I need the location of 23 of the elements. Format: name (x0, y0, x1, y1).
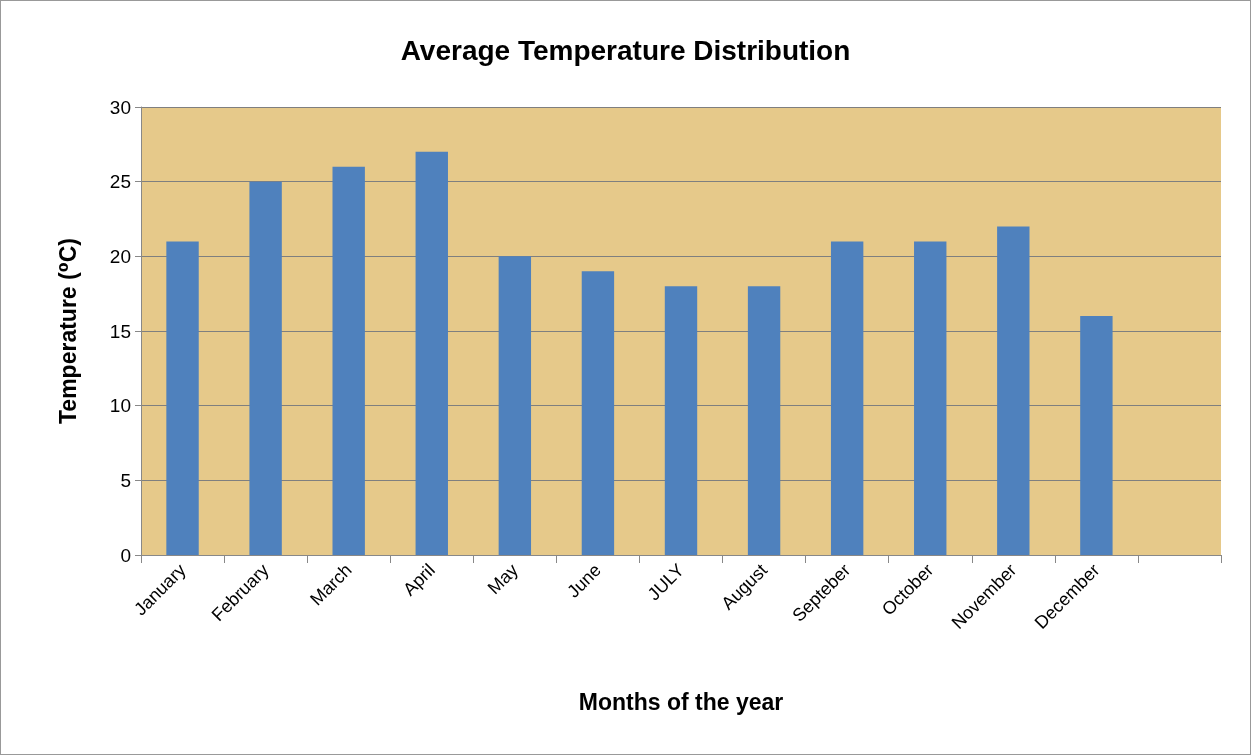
y-tick-label: 15 (109, 320, 131, 342)
bar (747, 286, 781, 555)
bar (498, 256, 532, 555)
x-axis-title: Months of the year (578, 688, 784, 715)
x-tick-label: May (483, 559, 522, 599)
bar (415, 151, 448, 555)
bar (1080, 316, 1113, 555)
chart-title: Average Temperature Distribution (400, 34, 851, 66)
y-tick-label: 20 (109, 245, 131, 267)
bar (166, 241, 199, 555)
bar (332, 166, 365, 555)
bar (830, 241, 864, 555)
bar (914, 241, 947, 555)
y-tick-label: 30 (109, 96, 131, 118)
bar (664, 286, 698, 555)
y-tick-label: 25 (109, 171, 131, 193)
y-axis-title: Temperature (⁰C) (54, 237, 81, 425)
bar (581, 271, 615, 555)
y-tick-label: 5 (120, 469, 131, 491)
bar (997, 226, 1030, 555)
y-tick-label: 10 (109, 395, 131, 417)
bar (249, 181, 282, 555)
y-tick-label: 0 (120, 544, 131, 566)
